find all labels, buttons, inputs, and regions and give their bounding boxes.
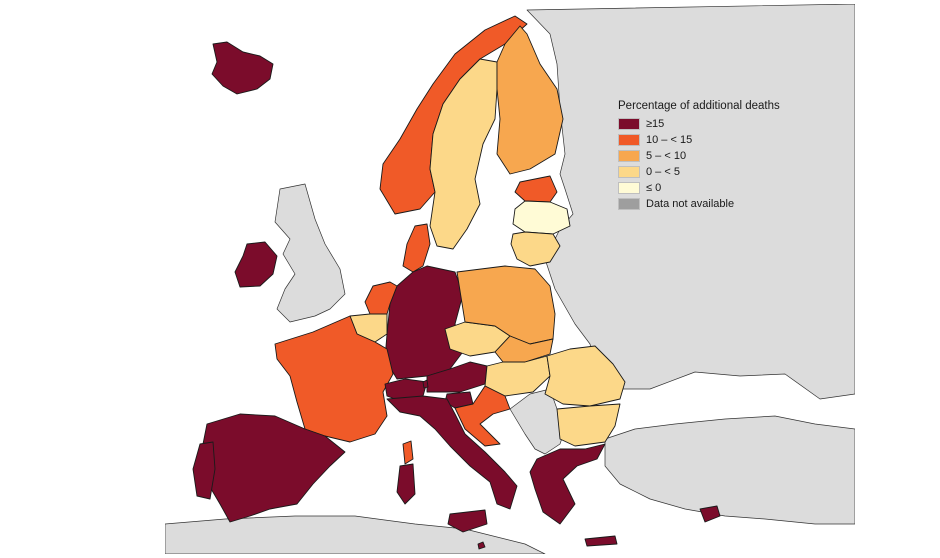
- country-netherlands[interactable]: [364, 281, 398, 315]
- neighbour-north-africa: [165, 515, 546, 554]
- country-iceland[interactable]: [211, 41, 274, 95]
- country-lithuania[interactable]: [510, 231, 561, 267]
- legend-row-na: Data not available: [618, 196, 780, 212]
- country-sweden[interactable]: [429, 58, 498, 250]
- country-greece[interactable]: [529, 443, 606, 525]
- legend-title: Percentage of additional deaths: [618, 100, 780, 112]
- legend-label: Data not available: [646, 198, 735, 210]
- legend-row-le0: ≤ 0: [618, 180, 780, 196]
- legend-swatch: [618, 182, 640, 194]
- country-spain[interactable]: [199, 413, 346, 523]
- legend-swatch: [618, 118, 640, 130]
- legend-swatch: [618, 134, 640, 146]
- neighbour-turkey: [604, 415, 855, 525]
- country-croatia[interactable]: [454, 385, 511, 447]
- legend-row-0-5: 0 – < 5: [618, 164, 780, 180]
- country-malta[interactable]: [477, 541, 486, 550]
- legend-label: 5 – < 10: [646, 150, 687, 162]
- country-ireland[interactable]: [234, 241, 278, 288]
- country-sardinia[interactable]: [396, 463, 416, 505]
- country-italy[interactable]: [386, 395, 518, 510]
- legend-swatch: [618, 166, 640, 178]
- country-latvia[interactable]: [512, 200, 571, 235]
- map-legend: Percentage of additional deaths ≥15 10 –…: [618, 100, 780, 212]
- country-corsica[interactable]: [402, 440, 414, 465]
- legend-swatch: [618, 150, 640, 162]
- legend-swatch: [618, 198, 640, 210]
- map-frame: [165, 4, 855, 554]
- legend-row-ge15: ≥15: [618, 116, 780, 132]
- country-portugal[interactable]: [192, 441, 216, 500]
- legend-label: ≥15: [646, 118, 665, 130]
- country-liechtenstein[interactable]: [422, 379, 429, 389]
- country-bulgaria[interactable]: [556, 403, 621, 447]
- neighbour-russia-belarus-ukraine: [526, 4, 855, 400]
- legend-row-5-10: 5 – < 10: [618, 148, 780, 164]
- neighbour-uk: [274, 183, 346, 323]
- country-finland[interactable]: [496, 25, 564, 175]
- country-romania[interactable]: [544, 345, 626, 407]
- country-france[interactable]: [274, 315, 394, 443]
- legend-label: ≤ 0: [646, 182, 662, 194]
- country-cyprus[interactable]: [699, 505, 721, 523]
- legend-row-10-15: 10 – < 15: [618, 132, 780, 148]
- europe-map[interactable]: [165, 4, 855, 554]
- legend-label: 0 – < 5: [646, 166, 680, 178]
- country-crete[interactable]: [584, 535, 618, 547]
- country-sicily[interactable]: [447, 509, 488, 533]
- legend-label: 10 – < 15: [646, 134, 693, 146]
- legend-rows: ≥15 10 – < 15 5 – < 10 0 – < 5 ≤ 0 Data …: [618, 116, 780, 212]
